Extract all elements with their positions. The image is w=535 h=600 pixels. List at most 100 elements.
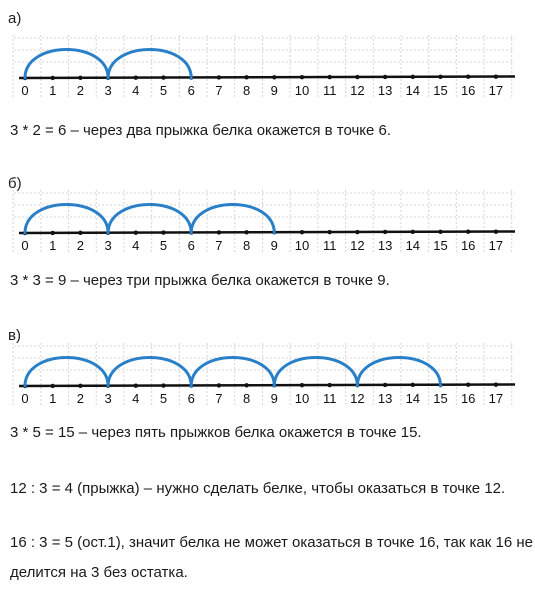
tick-label: 14 <box>406 83 420 98</box>
tick-mark <box>410 74 415 80</box>
tick-mark <box>216 230 222 235</box>
tick-mark <box>161 230 166 235</box>
tick-mark <box>410 382 415 388</box>
number-line-a: 0 1 2 3 4 5 6 7 8 9 10 11 12 13 14 15 16 17 <box>12 35 516 98</box>
tick-mark <box>50 383 55 389</box>
tick-mark <box>410 229 415 235</box>
tick-label: 10 <box>295 83 309 98</box>
number-line-b: 0 1 2 3 4 5 6 7 8 9 10 11 12 13 14 15 16 17 <box>12 190 516 253</box>
tick-label: 1 <box>49 238 56 253</box>
tick-mark <box>50 230 55 236</box>
tick-label: 5 <box>160 83 167 98</box>
jump-arc <box>106 48 193 80</box>
tick-label: 11 <box>323 238 337 253</box>
tick-mark <box>438 74 443 79</box>
tick-label: 4 <box>132 238 139 253</box>
tick-mark <box>133 383 138 388</box>
tick-label: 11 <box>323 391 337 406</box>
tick-label: 12 <box>350 83 364 98</box>
tick-label: 1 <box>49 391 56 406</box>
tick-label: 3 <box>104 83 111 98</box>
tick-mark <box>382 229 388 235</box>
part-c-text: 3 * 5 = 15 – через пять прыжков белка ок… <box>10 424 422 441</box>
part-a-text: 3 * 2 = 6 – через два прыжка белка окаже… <box>10 122 392 139</box>
tick-label: 13 <box>378 238 392 253</box>
tick-mark <box>216 75 222 80</box>
tick-label: 8 <box>243 238 250 253</box>
tick-label: 17 <box>489 83 503 98</box>
tick-label: 17 <box>489 238 503 253</box>
tick-label: 12 <box>350 391 364 406</box>
tick-mark <box>382 382 388 388</box>
tick-mark <box>493 74 499 79</box>
tick-mark <box>299 230 305 235</box>
axis-line <box>18 75 516 80</box>
tick-mark <box>466 382 471 387</box>
tick-label: 7 <box>215 391 222 406</box>
tick-label: 3 <box>104 238 111 253</box>
tick-mark <box>493 382 499 387</box>
tick-mark <box>161 383 166 388</box>
tick-mark <box>355 229 360 235</box>
tick-label: 3 <box>104 391 111 406</box>
tick-mark <box>382 74 388 80</box>
part-a-label: а) <box>8 10 22 27</box>
jump-arc <box>189 203 276 235</box>
tick-mark <box>133 230 138 235</box>
tick-label: 14 <box>406 391 420 406</box>
tick-label: 8 <box>243 391 250 406</box>
tick-label: 6 <box>188 238 195 253</box>
tick-mark <box>299 383 305 388</box>
tick-label: 4 <box>132 83 139 98</box>
tick-label: 0 <box>21 391 28 406</box>
tick-mark <box>78 383 83 389</box>
tick-label: 16 <box>461 391 475 406</box>
jump-arc <box>23 203 110 235</box>
jump-arc <box>106 356 193 388</box>
tick-mark <box>216 383 222 388</box>
tick-label: 6 <box>188 83 195 98</box>
tick-label: 2 <box>77 391 84 406</box>
tick-label: 17 <box>489 391 503 406</box>
tick-label: 15 <box>433 391 447 406</box>
part-b-text: 3 * 3 = 9 – через три прыжка белка окаже… <box>10 272 390 289</box>
tick-label: 11 <box>323 83 337 98</box>
jump-arc <box>355 356 442 388</box>
tick-label: 16 <box>461 83 475 98</box>
tick-mark <box>78 230 83 236</box>
tick-label: 7 <box>215 238 222 253</box>
tick-mark <box>327 229 332 235</box>
tick-label: 6 <box>188 391 195 406</box>
axis-line <box>18 383 516 388</box>
division-text-16: 16 : 3 = 5 (ост.1), значит белка не може… <box>10 534 533 551</box>
tick-label: 13 <box>378 391 392 406</box>
tick-label: 13 <box>378 83 392 98</box>
tick-label: 12 <box>350 238 364 253</box>
tick-mark <box>133 75 138 80</box>
tick-mark <box>466 74 471 79</box>
tick-label: 5 <box>160 391 167 406</box>
tick-label: 9 <box>271 238 278 253</box>
tick-label: 15 <box>433 238 447 253</box>
tick-label: 0 <box>21 238 28 253</box>
tick-mark <box>493 229 499 234</box>
tick-label: 7 <box>215 83 222 98</box>
tick-label: 2 <box>77 238 84 253</box>
tick-mark <box>466 229 471 234</box>
tick-mark <box>327 382 332 388</box>
tick-label: 14 <box>406 238 420 253</box>
tick-label: 2 <box>77 83 84 98</box>
part-b-label: б) <box>8 175 22 192</box>
tick-label: 16 <box>461 238 475 253</box>
tick-label: 15 <box>433 83 447 98</box>
division-text-12: 12 : 3 = 4 (прыжка) – нужно сделать белк… <box>10 480 506 497</box>
tick-label: 9 <box>271 83 278 98</box>
tick-label: 9 <box>271 391 278 406</box>
tick-label: 10 <box>295 391 309 406</box>
tick-mark <box>161 75 166 80</box>
tick-mark <box>327 74 332 80</box>
tick-mark <box>272 75 277 80</box>
tick-mark <box>78 75 83 81</box>
tick-mark <box>50 75 55 81</box>
tick-mark <box>355 74 360 80</box>
